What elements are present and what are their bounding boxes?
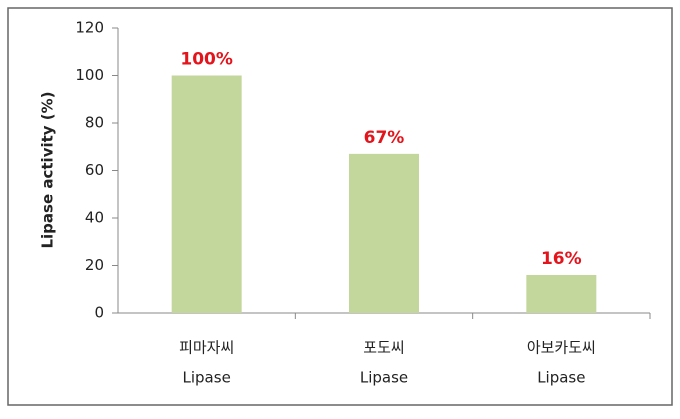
bar bbox=[526, 275, 597, 313]
value-label: 16% bbox=[541, 249, 582, 269]
bar bbox=[349, 153, 419, 313]
chart-border bbox=[7, 7, 673, 406]
x-tick-label: Lipase bbox=[537, 369, 585, 387]
y-tick-label: 60 bbox=[85, 161, 104, 179]
x-tick-label: 포도씨 bbox=[363, 339, 404, 357]
y-tick-label: 0 bbox=[94, 304, 104, 322]
x-tick-label: Lipase bbox=[360, 369, 408, 387]
bar bbox=[171, 75, 242, 313]
x-tick-label: 피마자씨 bbox=[179, 339, 234, 357]
y-tick-label: 40 bbox=[85, 209, 104, 227]
y-axis-label: Lipase activity (%) bbox=[39, 91, 57, 248]
x-tick-label: Lipase bbox=[183, 369, 231, 387]
y-tick-label: 100 bbox=[75, 66, 104, 84]
y-tick-label: 80 bbox=[85, 114, 104, 132]
x-tick-label: 아보카도씨 bbox=[527, 339, 596, 357]
y-tick-label: 20 bbox=[85, 256, 104, 274]
value-label: 100% bbox=[180, 50, 233, 70]
y-tick-label: 120 bbox=[75, 19, 104, 37]
value-label: 67% bbox=[364, 128, 405, 148]
